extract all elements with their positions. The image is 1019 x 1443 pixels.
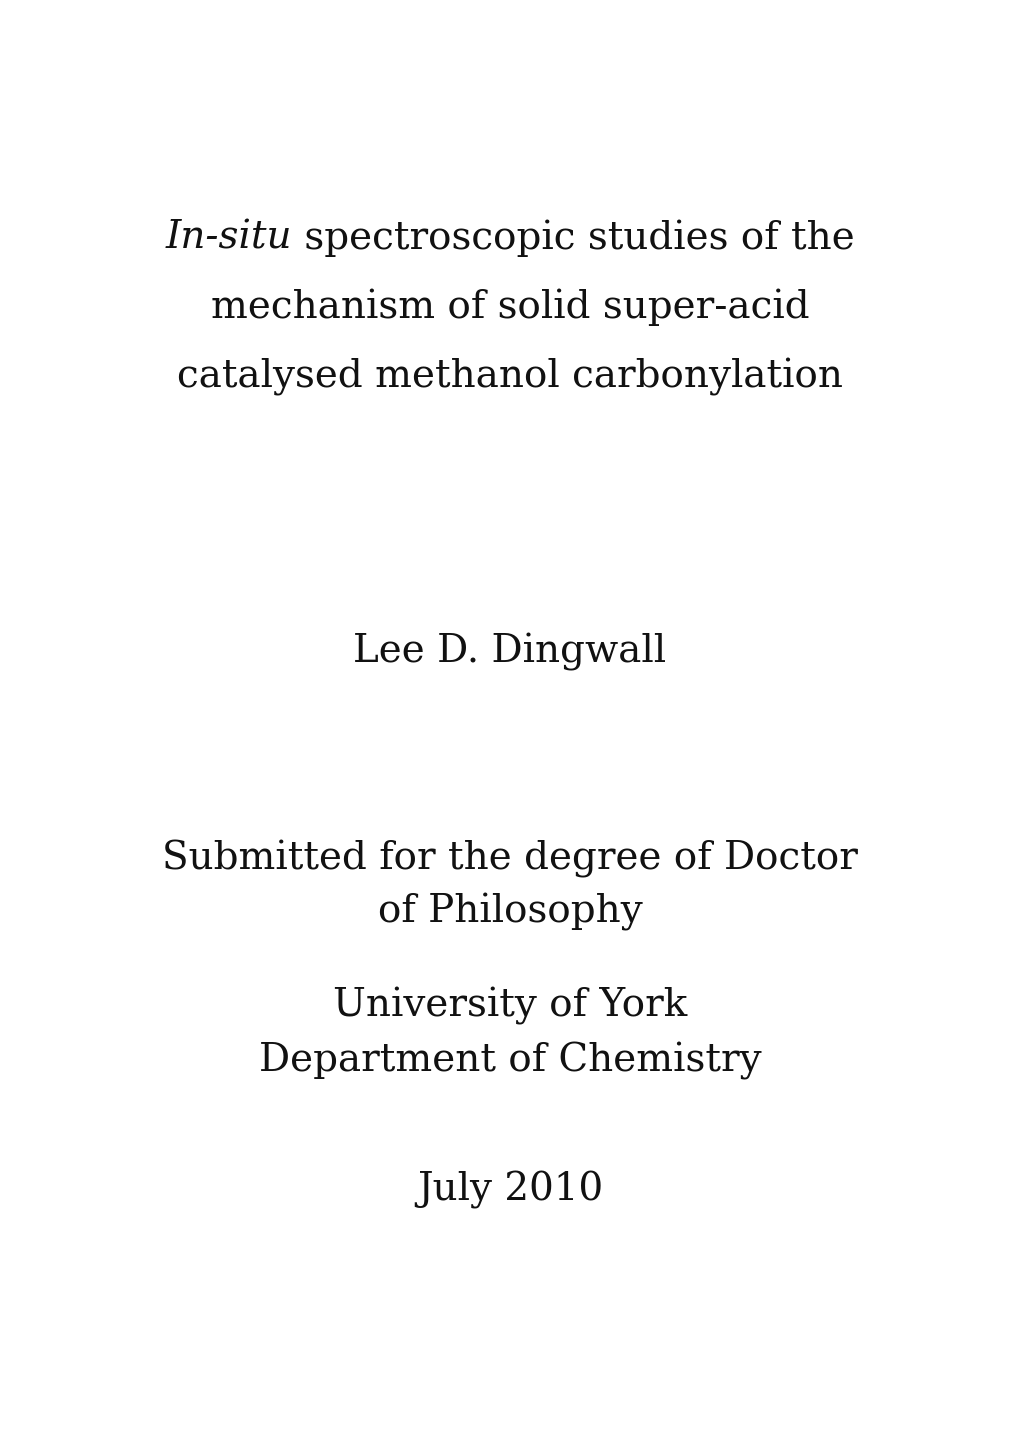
Text: Lee D. Dingwall: Lee D. Dingwall xyxy=(354,633,665,671)
Text: spectroscopic studies of the: spectroscopic studies of the xyxy=(291,219,854,257)
Text: University of York: University of York xyxy=(332,987,687,1025)
Text: catalysed methanol carbonylation: catalysed methanol carbonylation xyxy=(177,358,842,395)
Text: July 2010: July 2010 xyxy=(417,1172,602,1209)
Text: mechanism of solid super-acid: mechanism of solid super-acid xyxy=(211,289,808,326)
Text: of Philosophy: of Philosophy xyxy=(377,893,642,931)
Text: In-situ: In-situ xyxy=(165,219,291,257)
Text: Submitted for the degree of Doctor: Submitted for the degree of Doctor xyxy=(162,840,857,877)
Text: Department of Chemistry: Department of Chemistry xyxy=(259,1042,760,1079)
